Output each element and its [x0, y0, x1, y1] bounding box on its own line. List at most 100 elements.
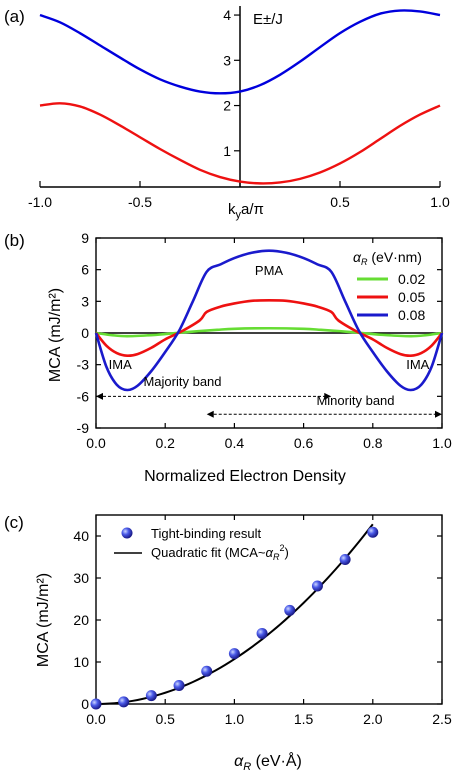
chart-b-x-tick-label: 0.8 [363, 435, 383, 451]
chart-b-x-tick-label: 0.4 [225, 435, 245, 451]
panel-c-label: (c) [4, 513, 24, 532]
chart-c-xlabel: αR (eV·Å) [234, 751, 302, 773]
chart-b-annotation-pma: PMA [255, 263, 284, 278]
chart-a-series-1-line [39, 102, 441, 185]
chart-c-y-tick-label: 40 [73, 528, 89, 544]
chart-b-x-tick-label: 0.6 [294, 435, 314, 451]
chart-a-y-tick-label: 4 [223, 7, 231, 23]
chart-c-ylabel: MCA (mJ/m²) [35, 573, 52, 667]
chart-b-arrowhead-right-1 [435, 410, 442, 418]
chart-b-legend-label-0.02: 0.02 [398, 271, 425, 287]
chart-b-legend-title-alpha: α [353, 249, 362, 265]
chart-c-point [118, 696, 130, 708]
panel-b-label: (b) [4, 231, 25, 250]
chart-b-y-tick-label: 3 [81, 293, 89, 309]
chart-a: -1.0 -0.5 0.5 1.0 1 2 3 4 E±/J kya/π [28, 6, 450, 221]
chart-c-frame [95, 514, 443, 705]
chart-c-legend-label-1a: Quadratic fit (MCA~ [151, 545, 266, 560]
chart-c-legend: Tight-binding result Quadratic fit (MCA~… [114, 526, 289, 562]
chart-c-x-tick-label: 2.5 [432, 711, 452, 727]
panel-a-label: (a) [4, 7, 25, 26]
chart-c-point [339, 554, 351, 566]
chart-c-y-tick-label: 20 [73, 612, 89, 628]
chart-b-arrowhead-left-0 [96, 392, 103, 400]
chart-a-x-tick-label: 1.0 [430, 194, 450, 210]
chart-a-ylabel: E±/J [253, 11, 283, 28]
chart-c-xlabel-alpha: α [234, 753, 244, 770]
chart-b-legend-title: αR (eV·nm) [353, 249, 422, 267]
chart-c-legend-label-1: Quadratic fit (MCA~αR2) [151, 543, 289, 562]
chart-c-point [284, 604, 296, 616]
chart-b-y-tick-label: 9 [81, 230, 89, 246]
chart-b-y-tick-label: 6 [81, 262, 89, 278]
chart-a-lines [39, 9, 441, 185]
chart-b-ylabel: MCA (mJ/m²) [47, 288, 64, 382]
chart-c-point [228, 648, 240, 660]
chart-c-legend-label-1e: ) [284, 545, 288, 560]
chart-a-axes: -1.0 -0.5 0.5 1.0 1 2 3 4 [28, 6, 450, 210]
chart-b-series-0.05-line [94, 298, 444, 358]
chart-b-arrowhead-left-1 [206, 410, 214, 418]
chart-b-legend-title-rest: (eV·nm) [367, 249, 421, 265]
chart-a-x-tick-label: -1.0 [28, 194, 52, 210]
chart-c-xlabel-sub: R [243, 761, 251, 773]
chart-a-xlabel: kya/π [228, 201, 264, 221]
chart-b-xlabel: Normalized Electron Density [144, 468, 346, 485]
chart-b-series-0.08-line [94, 249, 444, 392]
chart-c-legend-label-1c: R [273, 552, 280, 562]
chart-c-x-tick-label: 2.0 [363, 711, 383, 727]
chart-c-point [311, 580, 323, 592]
chart-b-annotations: PMA IMA IMA Majority band Minority band [96, 263, 442, 418]
chart-b-y-tick-label: -3 [77, 357, 90, 373]
chart-b-legend-label-0.05: 0.05 [398, 289, 425, 305]
chart-b-lines [94, 249, 444, 392]
chart-c-x-tick-label: 1.5 [294, 711, 314, 727]
chart-c-axes: 0.0 0.5 1.0 1.5 2.0 2.5 0 10 20 30 40 [73, 514, 452, 727]
chart-b-x-tick-label: 0.0 [86, 435, 106, 451]
chart-b-arrowhead-right-0 [324, 392, 332, 400]
chart-b-x-tick-label: 0.2 [155, 435, 175, 451]
chart-b-legend-title-sub: R [361, 257, 368, 267]
chart-c-y-tick-label: 0 [81, 696, 89, 712]
chart-b-annotation-ima: IMA [109, 357, 132, 372]
chart-c-points [90, 526, 379, 710]
chart-a-xlabel-rest: a/π [241, 201, 264, 218]
chart-c-point [201, 665, 213, 677]
chart-c-point [90, 698, 102, 710]
chart-c-point [367, 526, 379, 538]
chart-c-y-tick-label: 30 [73, 570, 89, 586]
chart-c-y-tick-label: 10 [73, 654, 89, 670]
chart-a-x-tick-label: -0.5 [128, 194, 152, 210]
chart-a-y-tick-label: 3 [223, 52, 231, 68]
chart-c-point [145, 690, 157, 702]
chart-b-arrow-label-1: Minority band [316, 393, 394, 408]
chart-b-y-tick-label: -9 [77, 420, 90, 436]
chart-c-legend-label-1b: α [266, 545, 274, 560]
chart-c-point [173, 680, 185, 692]
chart-b-annotation-ima: IMA [406, 357, 429, 372]
chart-a-series-0-line [39, 9, 441, 95]
chart-b-y-tick-label: -6 [77, 388, 90, 404]
chart-c-legend-label-1d: 2 [279, 543, 284, 553]
chart-b-arrow-label-0: Majority band [143, 374, 221, 389]
chart-a-xlabel-sub: y [236, 209, 242, 221]
chart-b-x-tick-label: 1.0 [432, 435, 452, 451]
chart-c-legend-marker [121, 527, 133, 539]
chart-b-legend: 0.02 0.05 0.08 [357, 271, 425, 323]
chart-a-y-tick-label: 1 [223, 143, 231, 159]
chart-c-x-tick-label: 1.0 [225, 711, 245, 727]
chart-a-x-tick-label: 0.5 [330, 194, 350, 210]
chart-b: 0.0 0.2 0.4 0.6 0.8 1.0 -9 -6 -3 0 3 6 9 PMA IMA IMA Ma… [47, 230, 452, 485]
chart-b-y-tick-label: 0 [81, 325, 89, 341]
chart-b-legend-label-0.08: 0.08 [398, 307, 425, 323]
chart-c-point [256, 627, 268, 639]
chart-c-x-tick-label: 0.5 [155, 711, 175, 727]
chart-c-legend-label-0: Tight-binding result [151, 526, 261, 541]
chart-b-series-0.02-line [95, 326, 443, 338]
chart-c-x-tick-label: 0.0 [86, 711, 106, 727]
chart-a-xlabel-k: k [228, 201, 236, 218]
chart-c-xlabel-rest: (eV·Å) [251, 751, 302, 770]
chart-a-y-tick-label: 2 [223, 98, 231, 114]
